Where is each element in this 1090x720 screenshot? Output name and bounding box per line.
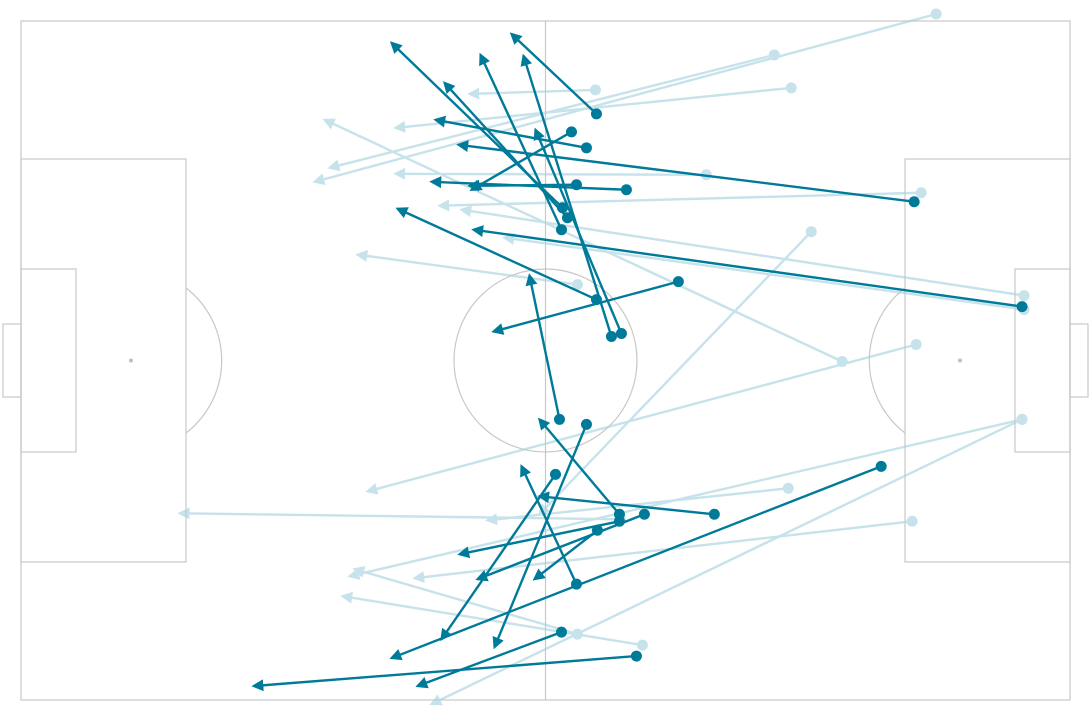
pass	[429, 418, 1023, 706]
pass	[533, 127, 623, 335]
pass	[251, 654, 637, 692]
pass	[415, 630, 562, 689]
pass	[459, 205, 1025, 297]
pass	[469, 130, 573, 191]
pass-origin	[910, 339, 922, 351]
centre-circle	[453, 268, 638, 453]
pass	[532, 529, 599, 581]
pass	[509, 32, 598, 115]
pass	[393, 167, 707, 180]
pass-series	[177, 8, 1030, 706]
pass	[520, 53, 613, 337]
pass-origin	[570, 179, 582, 191]
pass	[479, 52, 563, 231]
pass	[502, 233, 1025, 311]
pass	[437, 191, 922, 212]
pass-origin	[565, 126, 577, 138]
pass-origin	[553, 413, 565, 425]
pass-origin	[672, 276, 684, 288]
pass	[471, 225, 1023, 308]
pass	[440, 473, 557, 642]
pass-origin	[875, 460, 887, 472]
pass-origin	[630, 650, 642, 662]
pass	[433, 115, 587, 149]
pass	[312, 12, 937, 186]
goal	[2, 323, 22, 398]
pass-origin	[620, 184, 632, 196]
pass	[457, 520, 620, 559]
penalty-arc	[868, 287, 906, 434]
pass	[389, 465, 882, 661]
pass-origin	[580, 418, 592, 430]
pass-origin	[906, 515, 918, 527]
pass-origin	[805, 226, 817, 238]
pass-origin	[1016, 413, 1028, 425]
pass-origin	[580, 142, 592, 154]
pass	[467, 179, 577, 192]
penalty-arc	[185, 287, 223, 434]
pass	[467, 87, 596, 100]
penalty-box	[904, 158, 1071, 563]
pass	[347, 418, 1023, 580]
pass-origin	[549, 468, 561, 480]
pass	[520, 464, 578, 585]
pass-origin	[782, 482, 794, 494]
penalty-box	[20, 158, 187, 563]
pass-origin	[615, 328, 627, 340]
penalty-spot	[958, 358, 962, 363]
pass	[395, 207, 597, 301]
pass-origin	[590, 108, 602, 120]
pass	[485, 487, 789, 526]
pass	[355, 250, 578, 286]
pass-origin	[768, 49, 780, 61]
pass-origin	[555, 224, 567, 236]
pass-origin	[605, 331, 617, 343]
pass-origin	[613, 515, 625, 527]
pass	[525, 273, 561, 420]
pass	[393, 86, 792, 133]
pass	[492, 423, 588, 650]
pass-origin	[785, 82, 797, 94]
pass-origin	[571, 628, 583, 640]
pass-series	[251, 32, 1028, 692]
pass	[537, 491, 715, 516]
pass	[365, 343, 917, 495]
pass-origin	[1016, 301, 1028, 313]
pass	[537, 230, 813, 517]
pass-origin	[908, 196, 920, 208]
pass-origin	[555, 626, 567, 638]
pass-origin	[708, 508, 720, 520]
pass-origin	[589, 84, 601, 96]
penalty-spot	[129, 358, 133, 363]
pass-origin	[1018, 290, 1030, 302]
pitch	[2, 20, 1089, 701]
pass-origin	[571, 279, 583, 291]
pass	[340, 591, 643, 647]
pass-origin	[915, 187, 927, 199]
pass-origin	[930, 8, 942, 20]
pass	[537, 417, 621, 516]
goal	[1069, 323, 1089, 398]
pass-origin	[636, 639, 648, 651]
pass	[456, 140, 915, 203]
pass-origin	[591, 524, 603, 536]
pass-origin	[638, 508, 650, 520]
pass	[491, 280, 679, 335]
pass	[412, 520, 913, 584]
six-yard-box	[20, 268, 77, 453]
